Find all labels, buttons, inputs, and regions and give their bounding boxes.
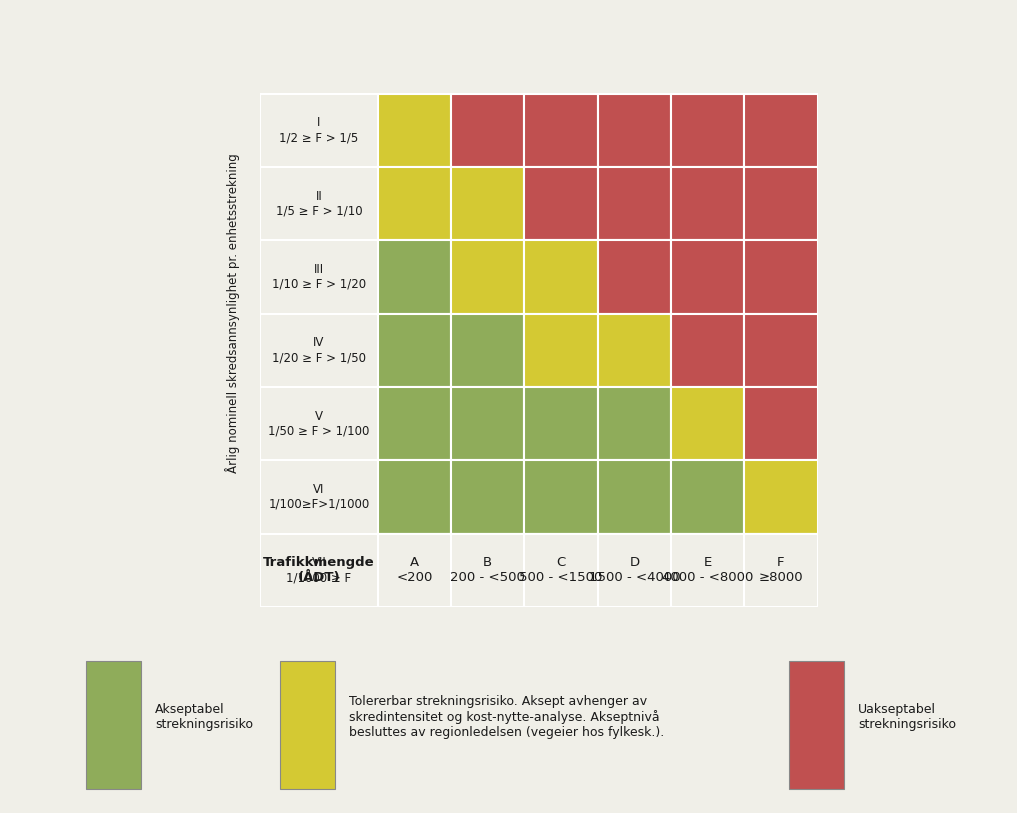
Bar (744, 460, 818, 533)
Bar (598, 460, 671, 533)
Text: V
1/50 ≥ F > 1/100: V 1/50 ≥ F > 1/100 (268, 410, 370, 437)
Bar (377, 460, 451, 533)
Bar (598, 93, 671, 167)
Text: Akseptabel
strekningsrisiko: Akseptabel strekningsrisiko (155, 702, 253, 731)
Bar (671, 167, 744, 241)
Text: Årlig nominell skredsannsynlighet pr. enhetsstrekning: Årlig nominell skredsannsynlighet pr. en… (225, 154, 240, 473)
Text: II
1/5 ≥ F > 1/10: II 1/5 ≥ F > 1/10 (276, 189, 362, 218)
FancyBboxPatch shape (85, 661, 141, 789)
Bar (377, 533, 451, 606)
Bar (525, 387, 598, 460)
Bar (598, 533, 671, 606)
Bar (671, 93, 744, 167)
Bar (525, 460, 598, 533)
Bar (744, 387, 818, 460)
Bar (451, 387, 525, 460)
Bar (525, 533, 598, 606)
Bar (260, 533, 377, 606)
Text: D
1500 - <4000: D 1500 - <4000 (589, 556, 680, 585)
Bar (260, 241, 377, 314)
Bar (451, 460, 525, 533)
Bar (451, 241, 525, 314)
Bar (451, 533, 525, 606)
Text: B
200 - <500: B 200 - <500 (451, 556, 525, 585)
Bar (377, 387, 451, 460)
Bar (377, 241, 451, 314)
Bar (260, 460, 377, 533)
Bar (744, 314, 818, 387)
Bar (260, 314, 377, 387)
Bar (598, 167, 671, 241)
Text: III
1/10 ≥ F > 1/20: III 1/10 ≥ F > 1/20 (272, 263, 366, 291)
Text: IV
1/20 ≥ F > 1/50: IV 1/20 ≥ F > 1/50 (272, 337, 366, 364)
Bar (451, 167, 525, 241)
FancyBboxPatch shape (789, 661, 844, 789)
Bar (525, 167, 598, 241)
Bar (671, 533, 744, 606)
Text: A
<200: A <200 (397, 556, 432, 585)
Text: VII
1/1000 ≥ F: VII 1/1000 ≥ F (287, 556, 352, 585)
Bar (525, 314, 598, 387)
Text: Uakseptabel
strekningsrisiko: Uakseptabel strekningsrisiko (858, 702, 956, 731)
Bar (598, 314, 671, 387)
Bar (671, 314, 744, 387)
Text: C
500 - <1500: C 500 - <1500 (520, 556, 603, 585)
Text: F
≥8000: F ≥8000 (759, 556, 803, 585)
Bar (744, 167, 818, 241)
Text: I
1/2 ≥ F > 1/5: I 1/2 ≥ F > 1/5 (280, 116, 359, 145)
Bar (525, 533, 598, 606)
Bar (377, 167, 451, 241)
Bar (451, 93, 525, 167)
Text: VI
1/100≥F>1/1000: VI 1/100≥F>1/1000 (268, 483, 369, 511)
Bar (744, 93, 818, 167)
Bar (525, 93, 598, 167)
Bar (744, 533, 818, 606)
Bar (671, 460, 744, 533)
Bar (598, 533, 671, 606)
Bar (260, 387, 377, 460)
Bar (598, 241, 671, 314)
Bar (260, 93, 377, 167)
Bar (671, 387, 744, 460)
Bar (451, 533, 525, 606)
Bar (744, 241, 818, 314)
Bar (377, 93, 451, 167)
Bar (260, 533, 377, 606)
Bar (671, 533, 744, 606)
FancyBboxPatch shape (280, 661, 336, 789)
Text: Tolererbar strekningsrisiko. Aksept avhenger av
skredintensitet og kost-nytte-an: Tolererbar strekningsrisiko. Aksept avhe… (349, 694, 664, 739)
Text: Trafikkmengde
(ÅDT): Trafikkmengde (ÅDT) (263, 556, 375, 585)
Bar (744, 533, 818, 606)
Bar (598, 387, 671, 460)
Bar (671, 241, 744, 314)
Text: E
4000 - <8000: E 4000 - <8000 (662, 556, 754, 585)
Bar (451, 314, 525, 387)
Bar (377, 533, 451, 606)
Bar (260, 167, 377, 241)
Bar (525, 241, 598, 314)
Bar (377, 314, 451, 387)
